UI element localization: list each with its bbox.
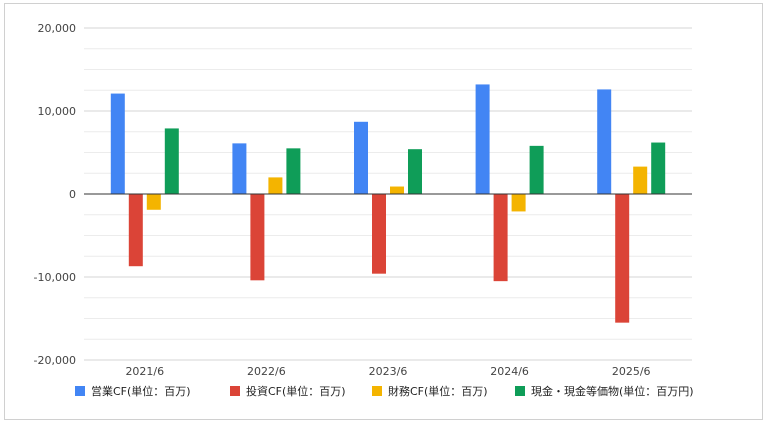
bar-1-2022-6 (232, 143, 247, 194)
y-tick-label: -10,000 (34, 271, 76, 284)
bar-1-2023-6 (354, 121, 368, 194)
bar-2-2024-6 (493, 194, 508, 282)
bar-2-2023-6 (372, 194, 386, 274)
x-tick-label: 2024/6 (490, 365, 529, 378)
y-tick-label: -20,000 (34, 354, 76, 367)
bar-1-2024-6 (475, 84, 490, 194)
bars (110, 84, 666, 323)
x-tick-label: 2022/6 (247, 365, 286, 378)
legend-swatch-2 (230, 386, 240, 396)
legend-swatch-3 (372, 386, 382, 396)
x-axis-ticks: 2021/6 2022/6 2023/6 2024/6 2025/6 (125, 365, 650, 378)
legend-swatch-4 (515, 386, 525, 396)
bar-3-2024-6 (511, 194, 526, 212)
bar-4-2022-6 (286, 148, 301, 194)
gridlines (84, 27, 692, 361)
bar-4-2023-6 (408, 149, 422, 194)
bar-1-2025-6 (597, 89, 612, 194)
y-axis-ticks: 20,000 10,000 0 -10,000 -20,000 (34, 22, 76, 367)
y-tick-label: 20,000 (38, 22, 77, 35)
legend-swatch-1 (75, 386, 85, 396)
legend-label-3: 財務CF(単位：百万) (388, 384, 488, 398)
bar-2-2025-6 (615, 194, 630, 323)
x-tick-label: 2021/6 (125, 365, 164, 378)
bar-4-2025-6 (651, 142, 666, 194)
bar-3-2023-6 (390, 186, 404, 194)
bar-4-2021-6 (164, 128, 179, 194)
bar-4-2024-6 (529, 145, 544, 194)
bar-1-2021-6 (110, 93, 125, 194)
bar-2-2021-6 (128, 194, 143, 267)
legend-label-4: 現金・現金等価物(単位：百万円) (531, 384, 694, 398)
y-tick-label: 10,000 (38, 105, 77, 118)
legend: 営業CF(単位：百万) 投資CF(単位：百万) 財務CF(単位：百万) 現金・現金等価… (75, 384, 694, 398)
x-tick-label: 2023/6 (369, 365, 408, 378)
y-tick-label: 0 (69, 188, 76, 201)
legend-label-2: 投資CF(単位：百万) (246, 384, 346, 398)
bar-3-2025-6 (633, 166, 648, 194)
bar-3-2022-6 (268, 177, 283, 194)
bar-2-2022-6 (250, 194, 265, 281)
bar-3-2021-6 (146, 194, 161, 210)
x-tick-label: 2025/6 (612, 365, 651, 378)
legend-label-1: 営業CF(単位：百万) (91, 384, 191, 398)
